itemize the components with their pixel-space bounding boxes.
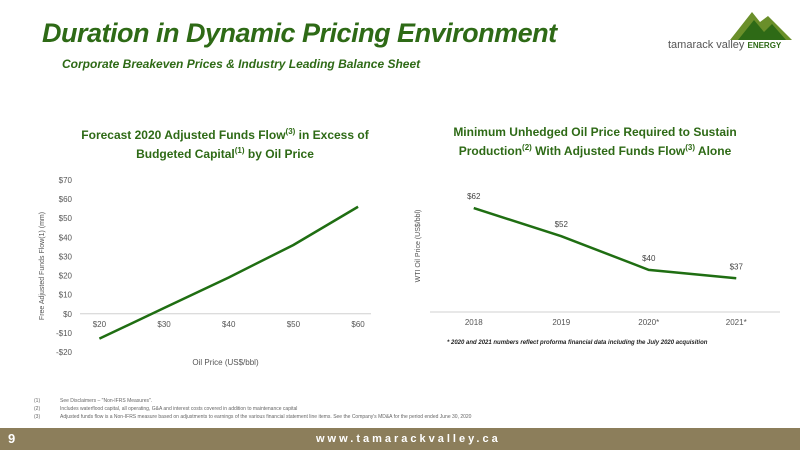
y-tick-label: $40 — [59, 233, 73, 242]
y-tick-label: $50 — [59, 214, 73, 223]
title-text: by Oil Price — [244, 147, 314, 161]
chart-2-min-oil-price: 2018 2019 2020* 2021* $62 $52 $40 $37 WTI Oil Pr… — [415, 192, 780, 327]
title-text: With Adjusted Funds Flow — [531, 144, 686, 158]
title-text: Alone — [695, 144, 732, 158]
data-label: $52 — [555, 220, 569, 229]
footnote-text: See Disclaimers – "Non-IFRS Measures". — [60, 398, 153, 404]
page-number: 9 — [8, 431, 16, 446]
footnote: (3) Adjusted funds flow is a Non-IFRS mea… — [34, 413, 471, 421]
title-footnote-ref: (3) — [685, 143, 696, 152]
x-tick-label: 2018 — [465, 318, 483, 327]
x-tick-label: $40 — [222, 320, 236, 329]
y-tick-label: $60 — [59, 195, 73, 204]
footnote: (2) Includes waterflood capital, all oper… — [34, 405, 471, 413]
y-tick-label: $20 — [59, 272, 73, 281]
logo-tag: ENERGY — [747, 41, 782, 50]
x-tick-label: $20 — [93, 320, 107, 329]
footnote-text: Includes waterflood capital, all operati… — [60, 406, 298, 412]
y-axis-title: WTI Oil Price (US$/bbl) — [415, 210, 422, 283]
y-tick-label: -$10 — [56, 329, 73, 338]
y-tick-label: $70 — [59, 176, 73, 185]
y-tick-label: $30 — [59, 252, 73, 261]
company-logo — [730, 12, 792, 40]
footnote-text: Adjusted funds flow is a Non-IFRS measur… — [60, 414, 472, 420]
footnotes: (1) See Disclaimers – "Non-IFRS Measures"… — [34, 397, 471, 421]
y-tick-label: $10 — [59, 291, 73, 300]
chart-1-title: Forecast 2020 Adjusted Funds Flow(3) in … — [70, 124, 380, 162]
logo-name: tamarack valley — [668, 39, 745, 51]
logo-mountain-front — [738, 20, 786, 40]
chart-title-line: Forecast 2020 Adjusted Funds Flow(3) in … — [70, 124, 380, 143]
y-tick-label: $0 — [63, 310, 72, 319]
x-axis-title: Oil Price (US$/bbl) — [192, 358, 259, 367]
title-text: Budgeted Capital — [136, 147, 235, 161]
y-tick-label: -$20 — [56, 348, 73, 357]
footnote-number: (3) — [34, 414, 41, 420]
y-axis-title: Free Adjusted Funds Flow(1) (mm) — [39, 212, 46, 320]
data-label: $37 — [730, 262, 744, 271]
footnote-number: (2) — [34, 406, 41, 412]
chart-title-line: Minimum Unhedged Oil Price Required to S… — [440, 124, 750, 140]
x-tick-label: 2019 — [552, 318, 570, 327]
x-tick-label: $50 — [287, 320, 301, 329]
x-tick-label: 2020* — [638, 318, 659, 327]
title-footnote-ref: (2) — [522, 143, 532, 152]
title-text: Production — [458, 144, 523, 158]
title-text: Forecast 2020 Adjusted Funds Flow — [81, 128, 286, 142]
footer-bar: 9 www.tamarackvalley.ca — [0, 428, 800, 450]
data-label: $62 — [467, 192, 481, 201]
page-title: Duration in Dynamic Pricing Environment — [42, 18, 557, 48]
chart-2-note: * 2020 and 2021 numbers reflect proforma… — [447, 340, 708, 346]
series-line — [473, 206, 737, 280]
chart-1-afs-by-oil-price: -$20 -$10 $0 $10 $20 $30 $40 $50 $60 $70 $20 $30 $40… — [39, 176, 371, 367]
chart-title-line: Production(2) With Adjusted Funds Flow(3… — [440, 140, 750, 159]
page-subtitle: Corporate Breakeven Prices & Industry Le… — [62, 57, 421, 71]
x-tick-label: $30 — [157, 320, 171, 329]
title-footnote-ref: (1) — [234, 146, 245, 155]
website-link[interactable]: www.tamarackvalley.ca — [316, 433, 501, 445]
footnote: (1) See Disclaimers – "Non-IFRS Measures"… — [34, 397, 471, 405]
chart-title-line: Budgeted Capital(1) by Oil Price — [70, 143, 380, 162]
title-text: in Excess of — [295, 128, 369, 142]
data-label: $40 — [642, 254, 656, 263]
footnote-number: (1) — [34, 398, 41, 404]
x-tick-label: 2021* — [726, 318, 747, 327]
logo-wordmark: tamarack valley ENERGY — [668, 39, 781, 51]
chart-2-title: Minimum Unhedged Oil Price Required to S… — [440, 124, 750, 159]
title-text: Minimum Unhedged Oil Price Required to S… — [453, 125, 737, 139]
x-tick-label: $60 — [351, 320, 365, 329]
title-footnote-ref: (3) — [285, 127, 296, 136]
